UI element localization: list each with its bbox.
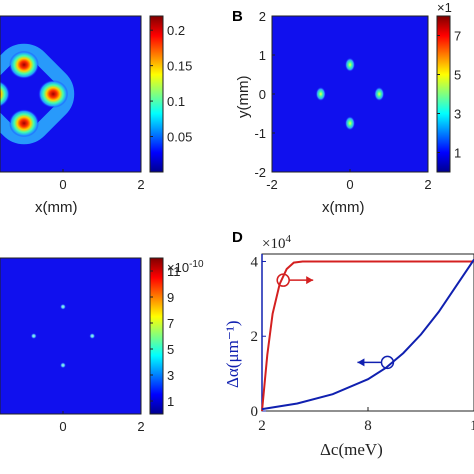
panel-b-colorbar-exponent: ×1 [437, 0, 452, 15]
colorbar-tick-label: 5 [454, 68, 461, 83]
colorbar-tick-label: 7 [167, 316, 174, 331]
x-tick-label: 0 [346, 177, 353, 192]
series-line-1 [261, 259, 474, 411]
heatmap-spot [315, 87, 326, 101]
y-tick-label: 1 [259, 48, 266, 63]
x-tick-label: 2 [137, 419, 144, 434]
panel-a-colorbar-ticks: 0.2 0.15 0.1 0.05 [150, 23, 192, 145]
x-tick-label: 0 [59, 177, 66, 192]
panel-a-spots [0, 43, 75, 145]
colorbar-tick-label: 7 [454, 29, 461, 44]
y-tick-label: 2 [259, 9, 266, 24]
panel-d-series [261, 259, 474, 412]
heatmap-spot [0, 80, 10, 108]
panel-b-heatmap-bg [272, 16, 428, 172]
panel-c-spots [30, 303, 96, 369]
panel-d-frame [261, 253, 474, 412]
heatmap-spot [345, 116, 355, 131]
colorbar-tick-label: 3 [167, 368, 174, 383]
panel-a-colorbar [149, 15, 164, 173]
x-tick-label: 2 [258, 418, 266, 434]
panel-b-ylabel: y(mm) [235, 76, 252, 118]
panel-d-markers [276, 273, 395, 370]
panel-c-frame [0, 257, 142, 415]
heatmap-spot [345, 57, 355, 72]
heatmap-spot [374, 87, 385, 101]
marker-arrow-head [306, 276, 314, 285]
panel-c-colorbar-exponent: ×10-10 [167, 259, 204, 275]
panel-c-colorbar [149, 257, 164, 415]
x-tick-label: 8 [364, 418, 372, 434]
panel-a-frame [0, 15, 142, 173]
colorbar-tick-label: 5 [167, 342, 174, 357]
heatmap-spot [89, 333, 96, 339]
colorbar-tick-label: 0.05 [167, 130, 192, 145]
colorbar-tick-label: 1 [454, 146, 461, 161]
x-tick-label: 1 [470, 418, 474, 434]
panel-c-colorbar-ticks: 11 9 7 5 3 1 [150, 264, 181, 409]
panel-d-yticks: 4 2 0 [251, 254, 266, 420]
x-tick-label: -2 [266, 177, 278, 192]
panel-b-yticks: 2 1 0 -1 -2 [254, 9, 275, 180]
heatmap-spot [60, 362, 66, 369]
heatmap-spot [9, 109, 39, 138]
y-tick-label: 2 [251, 329, 259, 345]
x-tick-label: 2 [424, 177, 431, 192]
colorbar-tick-label: 1 [167, 394, 174, 409]
marker-arrow-head [357, 358, 365, 367]
y-tick-label: 0 [259, 87, 266, 102]
heatmap-spot [9, 50, 39, 79]
colorbar-tick-label: 9 [167, 290, 174, 305]
panel-d-ylabel: Δα(μm⁻¹) [223, 320, 242, 388]
y-tick-label: -1 [254, 126, 266, 141]
heatmap-spot [38, 80, 69, 108]
heatmap-spot [60, 303, 66, 310]
panel-c-colorbar-exponent-base: ×10 [167, 260, 189, 275]
heatmap-ring [0, 43, 75, 145]
panel-c-heatmap-bg [0, 258, 141, 414]
y-tick-label: 4 [251, 254, 259, 270]
panel-c-colorbar-exponent-power: -10 [189, 259, 204, 270]
colorbar-tick-label: 3 [454, 107, 461, 122]
panel-b-letter: B [232, 8, 243, 25]
panel-b-colorbar-ticks: 7 5 3 1 [437, 29, 461, 161]
panel-d-y-exponent-base: ×10 [262, 236, 285, 252]
y-tick-label: -2 [254, 165, 266, 180]
heatmap-spot [30, 333, 37, 339]
series-line-0 [261, 260, 474, 412]
panel-b: B ×1 7 5 3 1 -2 0 2 2 1 0 -1 -2 x(mm) y(mm) [232, 0, 461, 216]
panel-d-xlabel: Δc(meV) [320, 440, 383, 459]
colorbar-tick-label: 0.1 [167, 94, 185, 109]
panel-b-xlabel: x(mm) [322, 199, 364, 216]
x-tick-label: 2 [137, 177, 144, 192]
x-tick-label: 0 [59, 419, 66, 434]
colorbar-tick-label: 0.15 [167, 59, 192, 74]
panel-d-letter: D [232, 229, 243, 246]
panel-b-colorbar [436, 15, 451, 173]
colorbar-tick-label: 11 [167, 264, 181, 279]
panel-d-y-exponent: ×104 [262, 233, 291, 252]
y-tick-label: 0 [251, 404, 259, 420]
panel-d-y-exponent-power: 4 [285, 233, 291, 245]
panel-b-spots [315, 57, 385, 131]
panel-a-xlabel: x(mm) [35, 199, 77, 216]
colorbar-tick-label: 0.2 [167, 23, 185, 38]
